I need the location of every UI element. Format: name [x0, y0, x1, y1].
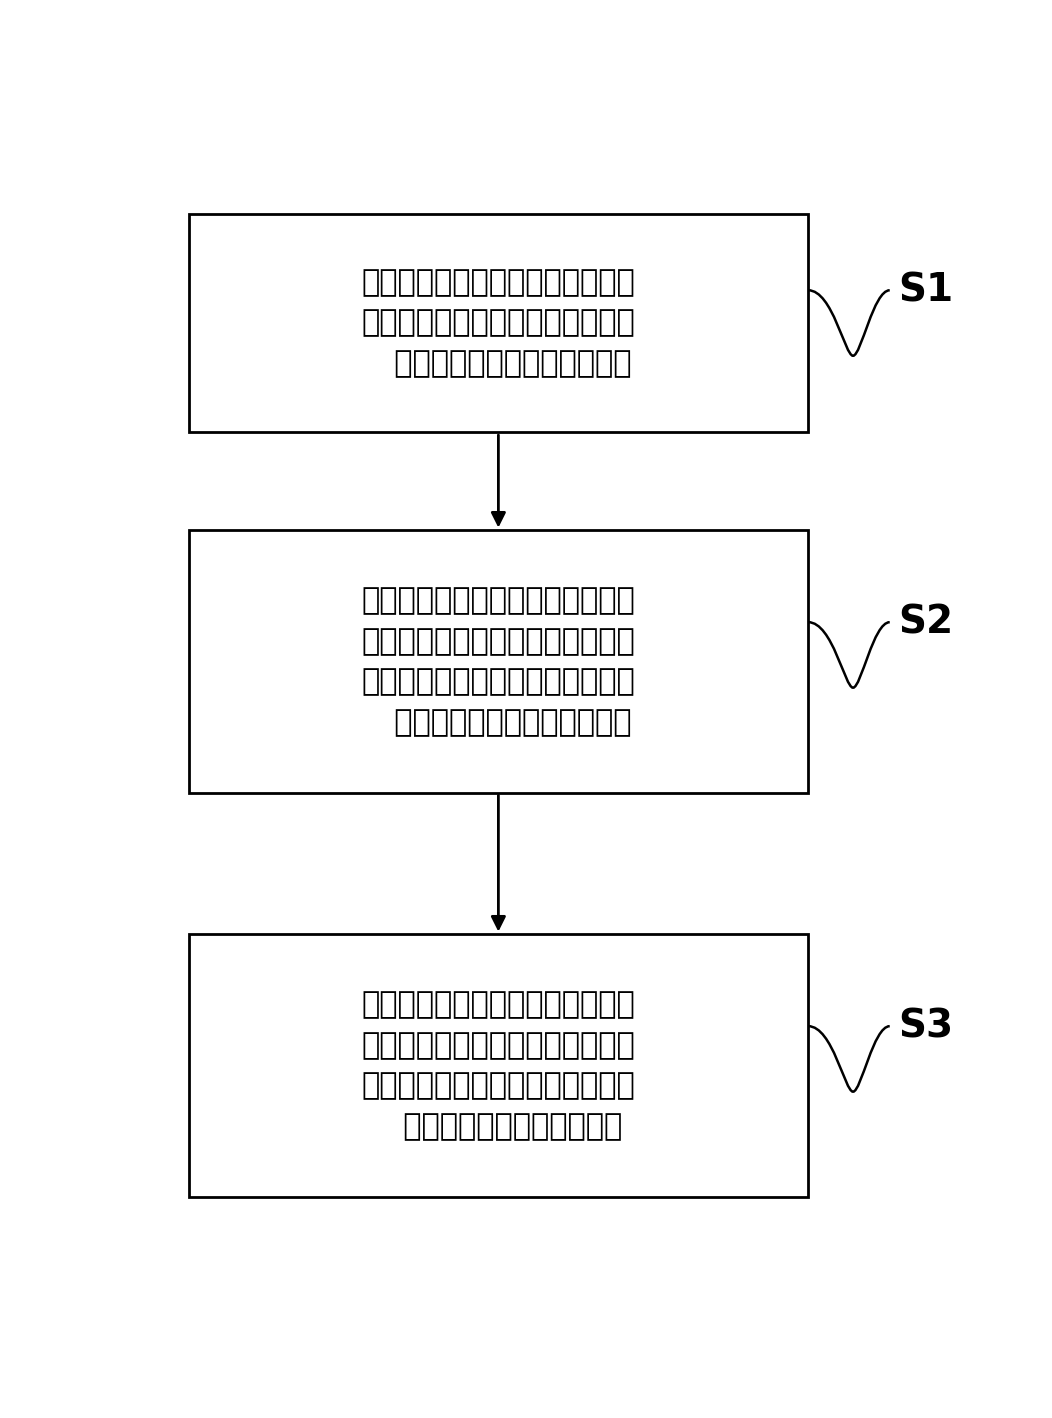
- Text: S2: S2: [898, 603, 953, 641]
- Text: 利用基因调控网络，根据基因表达
决策树生成群体机器人的形态模式
，形态功能包括群体机器人的模式
   生成和群体机器人的模式转换: 利用基因调控网络，根据基因表达 决策树生成群体机器人的形态模式 ，形态功能包括群…: [362, 586, 635, 737]
- Bar: [188, 214, 808, 432]
- Bar: [188, 934, 808, 1197]
- Text: 获取群体机器人工作场景信息，基
于工作场景信息以及群体机器人的
   特征信息设计基因表达决策树: 获取群体机器人工作场景信息，基 于工作场景信息以及群体机器人的 特征信息设计基因…: [362, 268, 635, 379]
- Text: S1: S1: [898, 271, 953, 309]
- Text: S3: S3: [898, 1007, 953, 1045]
- Bar: [188, 530, 808, 793]
- Text: 采用分布式控制方法，利用反应扩
散原理驱动群体机器人使群体机器
人的形态模式趋于基因表达决策树
   生成群体机器人的形态模式: 采用分布式控制方法，利用反应扩 散原理驱动群体机器人使群体机器 人的形态模式趋于…: [362, 990, 635, 1140]
